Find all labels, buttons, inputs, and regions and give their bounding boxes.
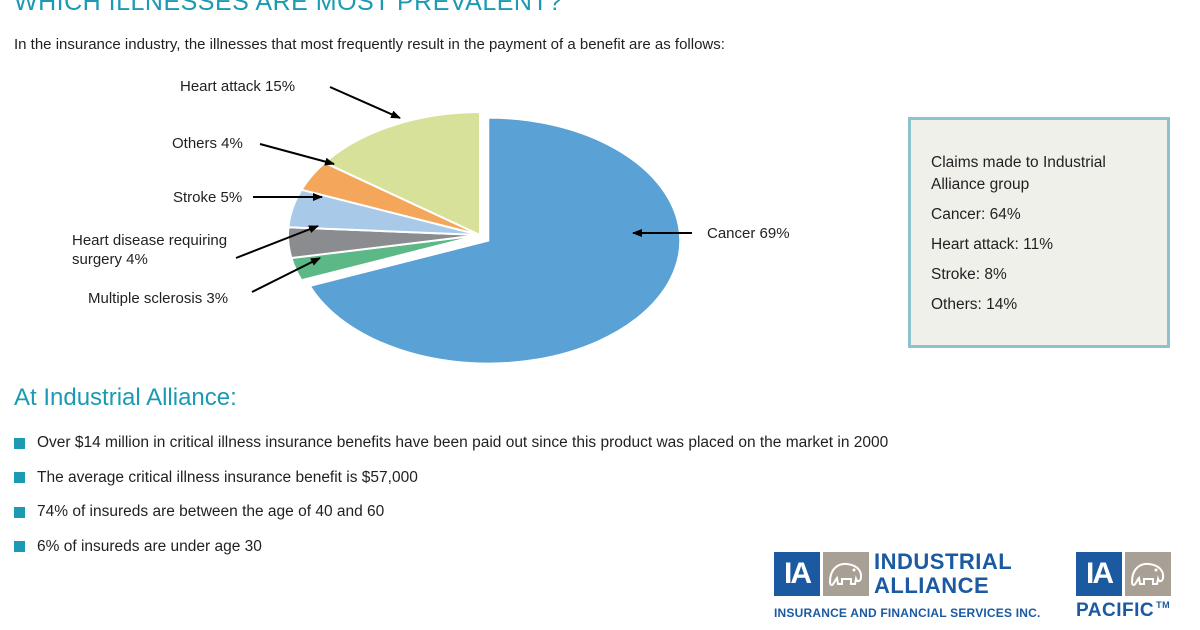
bullet-text: 74% of insureds are between the age of 4… bbox=[37, 503, 385, 521]
claims-line-heart-attack: Heart attack: 11% bbox=[931, 236, 1054, 253]
ia-mark: IA bbox=[774, 552, 820, 596]
bullet-square-icon bbox=[14, 437, 25, 449]
pointer-arrow-others-4 bbox=[259, 143, 335, 166]
bullet-list: Over $14 million in critical illness ins… bbox=[14, 426, 888, 564]
pointer-arrow-heart-disease-requiring-surgery-4 bbox=[235, 225, 319, 259]
bullet-item: 74% of insureds are between the age of 4… bbox=[14, 495, 888, 530]
claims-line-cancer: Cancer: 64% bbox=[931, 206, 1021, 223]
bullet-square-icon bbox=[14, 541, 25, 553]
bullet-item: 6% of insureds are under age 30 bbox=[14, 530, 888, 565]
pie-label-cancer-69: Cancer 69% bbox=[707, 225, 790, 242]
pie-label-multiple-sclerosis-3: Multiple sclerosis 3% bbox=[88, 290, 228, 307]
brand-name-line2: ALLIANCE bbox=[874, 573, 990, 598]
brand-name-line1: INDUSTRIAL bbox=[874, 549, 1013, 574]
bullet-text: The average critical illness insurance b… bbox=[37, 468, 418, 486]
elephant-icon bbox=[1125, 552, 1171, 596]
pie-label-stroke-5: Stroke 5% bbox=[173, 189, 242, 206]
bullet-text: 6% of insureds are under age 30 bbox=[37, 537, 262, 555]
bullet-item: The average critical illness insurance b… bbox=[14, 461, 888, 496]
pointer-arrow-multiple-sclerosis-3 bbox=[251, 257, 321, 293]
intro-text: In the insurance industry, the illnesses… bbox=[14, 36, 725, 53]
bullet-square-icon bbox=[14, 472, 25, 484]
pie-label-heart-attack-15: Heart attack 15% bbox=[180, 78, 295, 95]
pie-chart: Cancer 69% Multiple sclerosis 3% Heart dis… bbox=[72, 78, 790, 365]
bullet-text: Over $14 million in critical illness ins… bbox=[37, 434, 889, 452]
pointer-arrow-heart-attack-15 bbox=[329, 86, 401, 119]
industrial-alliance-logo: IA INDUSTRIAL ALLIANCE INSURANCE AND FIN… bbox=[774, 550, 1040, 620]
section-heading: At Industrial Alliance: bbox=[14, 384, 237, 411]
claims-line-stroke: Stroke: 8% bbox=[931, 266, 1007, 283]
elephant-icon bbox=[823, 552, 869, 596]
ia-mark: IA bbox=[1076, 552, 1122, 596]
bullet-square-icon bbox=[14, 506, 25, 518]
claims-line-others: Others: 14% bbox=[931, 296, 1018, 313]
ia-pacific-logo: IA PACIFIC TM bbox=[1076, 552, 1171, 621]
pacific-name: PACIFIC TM bbox=[1076, 600, 1170, 622]
logo-mark: IA bbox=[774, 552, 869, 596]
pie-label-others-4: Others 4% bbox=[172, 135, 243, 152]
pie-label-heart-disease-requiring-surgery-4: Heart disease requiring surgery 4% bbox=[72, 232, 227, 268]
trademark: TM bbox=[1156, 600, 1171, 610]
claims-box: Claims made to Industrial Alliance group… bbox=[908, 117, 1170, 348]
bullet-item: Over $14 million in critical illness ins… bbox=[14, 426, 888, 461]
pie-slice-heart-attack-15 bbox=[322, 110, 481, 237]
pie-slice-cancer-69 bbox=[308, 116, 682, 365]
pacific-name-text: PACIFIC bbox=[1076, 600, 1155, 621]
brand-name: INDUSTRIAL ALLIANCE bbox=[874, 550, 1012, 598]
claims-title: Claims made to Industrial Alliance group bbox=[931, 154, 1106, 193]
logo-mark: IA bbox=[1076, 552, 1171, 596]
page-title: WHICH ILLNESSES ARE MOST PREVALENT? bbox=[14, 0, 563, 16]
brand-subtitle: INSURANCE AND FINANCIAL SERVICES INC. bbox=[774, 606, 1041, 620]
